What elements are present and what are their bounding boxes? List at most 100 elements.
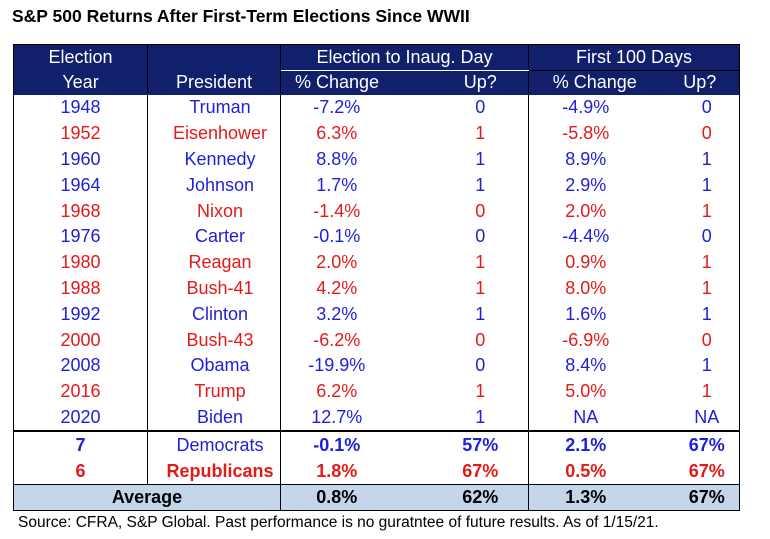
header-president: President: [147, 70, 281, 95]
header-year-line1: Election: [13, 44, 148, 70]
year-cell: 2000: [13, 327, 148, 353]
election-up-cell: 0: [475, 97, 486, 118]
year-cell: 1952: [13, 120, 148, 147]
year-cell: 1948: [13, 95, 148, 121]
header-president-blank: [147, 44, 281, 70]
election-pct-change-cell: 6.3%: [316, 123, 358, 144]
summary-count-cell: 7: [13, 430, 148, 459]
first100-pct-change-cell: 5.0%: [528, 378, 661, 405]
summary-count-cell: 6: [13, 458, 148, 485]
election-up-cell: 0: [475, 329, 486, 350]
year-cell: 2008: [13, 352, 148, 379]
first100-pct-change-cell: -4.4%: [528, 223, 661, 250]
year-cell: 1988: [13, 275, 148, 302]
summary-first100-up-cell: 67%: [660, 430, 741, 459]
election-up-cell: 1: [475, 406, 486, 427]
first100-up-cell: 1: [660, 146, 741, 173]
first100-up-cell: 0: [660, 327, 741, 353]
summary-election-pct-change-cell: 1.8%: [316, 460, 358, 481]
president-cell: Kennedy: [147, 146, 281, 173]
table-row: 2008 Obama -19.9% 0 8.4% 1: [13, 352, 741, 379]
header-100days-up: Up?: [660, 70, 741, 95]
election-up-cell: 1: [475, 148, 486, 169]
first100-up-cell: 1: [660, 301, 741, 328]
first100-pct-change-cell: 8.0%: [528, 275, 661, 302]
average-first100-up-cell: 67%: [660, 483, 741, 511]
president-cell: Biden: [147, 404, 281, 432]
summary-row: 7 Democrats -0.1% 57% 2.1% 67%: [13, 430, 741, 459]
summary-party-cell: Republicans: [147, 458, 281, 485]
table-row: 1952 Eisenhower 6.3% 1 -5.8% 0: [13, 120, 741, 147]
year-cell: 1976: [13, 223, 148, 250]
election-pct-change-cell: -19.9%: [308, 355, 366, 376]
election-pct-change-cell: 3.2%: [316, 303, 358, 324]
election-up-cell: 1: [475, 277, 486, 298]
first100-up-cell: 0: [660, 120, 741, 147]
header-row-2: Year President % Change Up? % Change Up?: [13, 70, 741, 95]
summary-first100-pct-change-cell: 0.5%: [528, 458, 661, 485]
election-up-cell: 1: [475, 174, 486, 195]
first100-pct-change-cell: -5.8%: [528, 120, 661, 147]
average-election-up-cell: 62%: [432, 483, 529, 511]
first100-pct-change-cell: 8.9%: [528, 146, 661, 173]
year-cell: 1960: [13, 146, 148, 173]
average-row: Average 0.8% 62% 1.3% 67%: [13, 483, 741, 511]
first100-up-cell: 1: [660, 378, 741, 405]
year-cell: 1980: [13, 249, 148, 276]
election-up-cell: 1: [475, 381, 486, 402]
summary-first100-up-cell: 67%: [660, 458, 741, 485]
header-year-line2: Year: [13, 70, 148, 95]
returns-table: Election Election to Inaug. Day First 10…: [13, 44, 741, 511]
year-cell: 1992: [13, 301, 148, 328]
election-up-cell: 1: [475, 303, 486, 324]
header-group-first-100-days: First 100 Days: [528, 44, 741, 71]
election-pct-change-cell: 1.7%: [316, 174, 358, 195]
president-cell: Trump: [147, 378, 281, 405]
header-100days-pct-change: % Change: [528, 70, 661, 95]
table-row: 1960 Kennedy 8.8% 1 8.9% 1: [13, 146, 741, 173]
year-cell: 2020: [13, 404, 148, 432]
president-cell: Reagan: [147, 249, 281, 276]
average-election-pct-change-cell: 0.8%: [280, 483, 433, 511]
header-election-pct-change: % Change: [280, 70, 433, 95]
header-election-up: Up?: [432, 70, 529, 95]
election-up-cell: 1: [475, 252, 486, 273]
header-group-election-to-inauguration: Election to Inaug. Day: [280, 44, 529, 71]
first100-pct-change-cell: 8.4%: [528, 352, 661, 379]
first100-up-cell: 1: [660, 249, 741, 276]
first100-up-cell: 0: [660, 95, 741, 121]
table-row: 1980 Reagan 2.0% 1 0.9% 1: [13, 249, 741, 276]
first100-up-cell: 0: [660, 223, 741, 250]
table-row: 1988 Bush-41 4.2% 1 8.0% 1: [13, 275, 741, 302]
president-cell: Clinton: [147, 301, 281, 328]
first100-up-cell: 1: [660, 352, 741, 379]
election-pct-change-cell: -0.1%: [313, 226, 361, 247]
election-up-cell: 1: [475, 123, 486, 144]
table-row: 2000 Bush-43 -6.2% 0 -6.9% 0: [13, 327, 741, 353]
president-cell: Obama: [147, 352, 281, 379]
election-pct-change-cell: 6.2%: [316, 381, 358, 402]
summary-party-cell: Democrats: [147, 430, 281, 459]
president-cell: Johnson: [147, 172, 281, 199]
first100-pct-change-cell: NA: [528, 404, 661, 432]
first100-pct-change-cell: 0.9%: [528, 249, 661, 276]
first100-pct-change-cell: 2.0%: [528, 198, 661, 224]
summary-election-up-cell: 67%: [462, 460, 499, 481]
first100-pct-change-cell: 2.9%: [528, 172, 661, 199]
election-pct-change-cell: 12.7%: [311, 406, 363, 427]
election-pct-change-cell: 2.0%: [316, 252, 358, 273]
summary-first100-pct-change-cell: 2.1%: [528, 430, 661, 459]
election-pct-change-cell: 4.2%: [316, 277, 358, 298]
source-note: Source: CFRA, S&P Global. Past performan…: [18, 514, 659, 531]
first100-up-cell: 1: [660, 275, 741, 302]
summary-row: 6 Republicans 1.8% 67% 0.5% 67%: [13, 458, 741, 485]
header-row-1: Election Election to Inaug. Day First 10…: [13, 44, 741, 71]
election-pct-change-cell: -6.2%: [313, 329, 361, 350]
year-cell: 1964: [13, 172, 148, 199]
summary-election-up-cell: 57%: [432, 430, 529, 459]
table-row: 1968 Nixon -1.4% 0 2.0% 1: [13, 198, 741, 224]
president-cell: Eisenhower: [147, 120, 281, 147]
chart-title: S&P 500 Returns After First-Term Electio…: [12, 6, 470, 26]
average-first100-pct-change-cell: 1.3%: [528, 483, 661, 511]
table-row: 1964 Johnson 1.7% 1 2.9% 1: [13, 172, 741, 199]
